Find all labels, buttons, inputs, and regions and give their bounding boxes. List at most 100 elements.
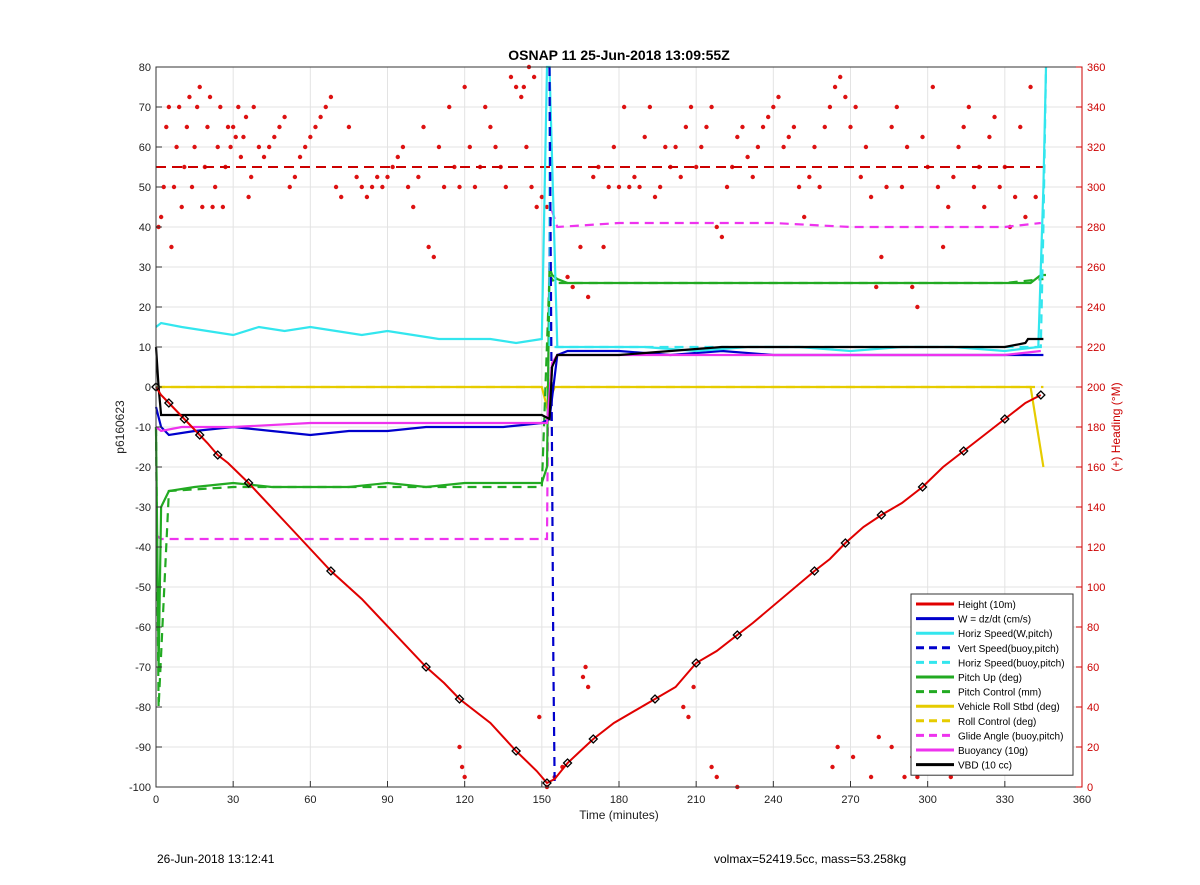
heading-point bbox=[585, 294, 591, 300]
heading-point bbox=[565, 274, 570, 280]
legend-entry: Horiz Speed(W,pitch) bbox=[958, 629, 1052, 640]
height-marker bbox=[454, 694, 465, 704]
y-tick-label-left: 50 bbox=[139, 182, 151, 194]
heading-point bbox=[405, 184, 411, 190]
y-tick-label-left: -60 bbox=[135, 622, 151, 634]
heading-point bbox=[838, 74, 843, 80]
x-tick-label: 360 bbox=[1073, 794, 1091, 806]
heading-point bbox=[663, 144, 668, 150]
heading-point bbox=[184, 124, 190, 130]
heading-point bbox=[282, 114, 287, 120]
y-tick-label-left: -70 bbox=[135, 662, 151, 674]
heading-point bbox=[699, 144, 704, 150]
heading-point bbox=[755, 144, 761, 150]
heading-point bbox=[982, 204, 987, 210]
heading-point bbox=[225, 124, 231, 130]
y-tick-label-right: 300 bbox=[1087, 182, 1105, 194]
series-line-2 bbox=[155, 65, 1048, 353]
heading-point bbox=[688, 104, 694, 110]
heading-point bbox=[313, 124, 318, 130]
y-tick-label-left: -100 bbox=[129, 782, 151, 794]
y-tick-label-right: 220 bbox=[1087, 342, 1105, 354]
y-tick-label-left: -90 bbox=[135, 742, 151, 754]
height-marker bbox=[999, 414, 1010, 424]
y-tick-label-left: -30 bbox=[135, 502, 151, 514]
heading-point bbox=[493, 144, 498, 150]
heading-point bbox=[519, 94, 524, 100]
legend-entry: VBD (10 cc) bbox=[958, 761, 1012, 772]
heading-point bbox=[1023, 214, 1028, 220]
x-tick-label: 150 bbox=[533, 794, 551, 806]
legend-entry: Buoyancy (10g) bbox=[958, 746, 1028, 757]
height-marker bbox=[562, 758, 573, 768]
heading-point bbox=[174, 144, 179, 150]
heading-point bbox=[364, 194, 370, 200]
heading-point bbox=[243, 114, 249, 120]
heading-point bbox=[632, 174, 637, 180]
heading-point bbox=[447, 104, 452, 110]
heading-point bbox=[961, 124, 966, 130]
heading-point bbox=[431, 254, 436, 260]
y-tick-label-right: 100 bbox=[1087, 582, 1105, 594]
heading-point bbox=[385, 174, 390, 180]
heading-point bbox=[457, 744, 462, 750]
heading-point bbox=[318, 114, 323, 120]
heading-point bbox=[915, 304, 920, 310]
heading-point bbox=[1028, 84, 1033, 90]
height-marker bbox=[840, 538, 851, 548]
heading-point bbox=[261, 154, 267, 160]
heading-point bbox=[858, 174, 863, 180]
heading-point bbox=[272, 134, 277, 140]
heading-point bbox=[771, 104, 776, 110]
height-marker bbox=[163, 398, 174, 408]
heading-point bbox=[333, 184, 339, 190]
y-tick-label-right: 140 bbox=[1087, 502, 1105, 514]
height-marker bbox=[325, 566, 336, 576]
heading-point bbox=[218, 104, 223, 110]
series-line-5 bbox=[154, 266, 1046, 668]
heading-point bbox=[436, 144, 442, 150]
y-tick-label-right: 0 bbox=[1087, 782, 1093, 794]
heading-point bbox=[483, 104, 488, 110]
series-line-1 bbox=[154, 349, 1044, 437]
heading-point bbox=[591, 174, 596, 180]
height-marker bbox=[194, 430, 205, 440]
heading-point bbox=[621, 104, 627, 110]
heading-point bbox=[848, 124, 853, 130]
heading-point bbox=[889, 744, 894, 750]
y-tick-label-right: 20 bbox=[1087, 742, 1099, 754]
heading-point bbox=[724, 184, 730, 190]
heading-point bbox=[971, 184, 977, 190]
heading-point bbox=[472, 184, 478, 190]
heading-point bbox=[459, 764, 465, 770]
y-tick-label-right: 80 bbox=[1087, 622, 1099, 634]
heading-point bbox=[544, 204, 550, 210]
heading-point bbox=[735, 134, 740, 140]
heading-point bbox=[570, 284, 575, 290]
heading-point bbox=[200, 204, 205, 210]
heading-point bbox=[709, 104, 714, 110]
y-axis-label-left: p6160623 bbox=[113, 400, 127, 454]
y-tick-label-left: -10 bbox=[135, 422, 151, 434]
y-tick-label-right: 320 bbox=[1087, 142, 1105, 154]
heading-point bbox=[354, 174, 359, 180]
heading-point bbox=[781, 144, 786, 150]
heading-point bbox=[740, 124, 745, 130]
heading-point bbox=[534, 204, 539, 210]
y-tick-label-right: 40 bbox=[1087, 702, 1099, 714]
series-line-6 bbox=[154, 271, 1044, 708]
heading-point bbox=[411, 204, 416, 210]
y-tick-label-left: 60 bbox=[139, 142, 151, 154]
legend-entry: Pitch Control (mm) bbox=[958, 688, 1041, 699]
heading-point bbox=[807, 174, 812, 180]
heading-point bbox=[796, 184, 802, 190]
heading-point bbox=[161, 184, 166, 190]
heading-point bbox=[714, 224, 719, 230]
heading-point bbox=[248, 174, 254, 180]
heading-point bbox=[673, 144, 678, 150]
heading-point bbox=[441, 184, 447, 190]
heading-point bbox=[292, 174, 298, 180]
y-tick-label-left: 30 bbox=[139, 262, 151, 274]
heading-point bbox=[169, 244, 174, 250]
heading-point bbox=[452, 164, 457, 170]
